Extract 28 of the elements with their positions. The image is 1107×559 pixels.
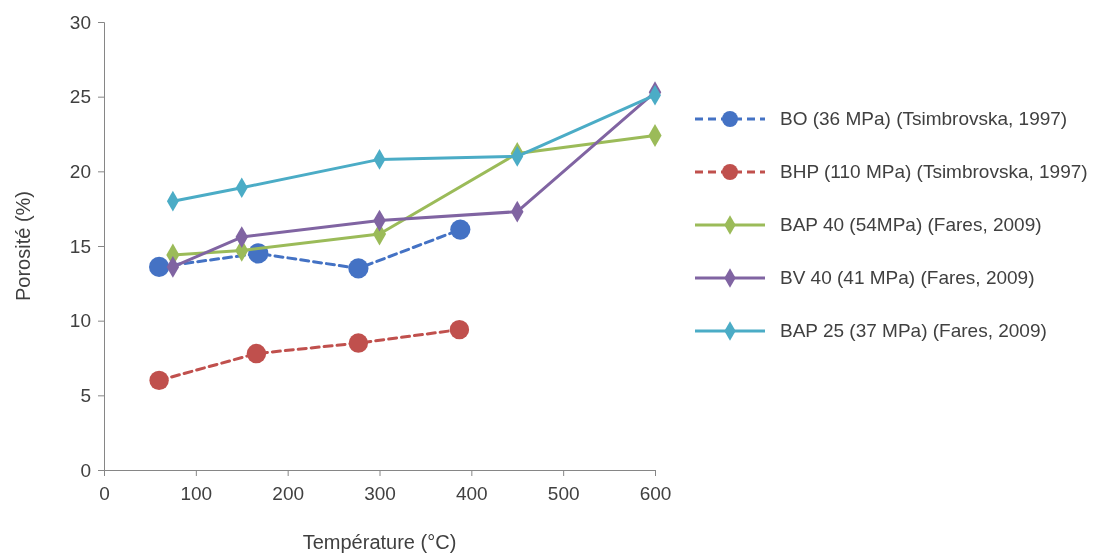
x-tick-label: 300	[364, 482, 396, 504]
x-tick-label: 600	[639, 482, 672, 504]
legend-label: BV 40 (41 MPa) (Fares, 2009)	[780, 267, 1035, 288]
y-tick-label: 15	[69, 235, 91, 257]
legend-label: BAP 40 (54MPa) (Fares, 2009)	[780, 214, 1042, 235]
point	[149, 256, 170, 277]
x-tick-label: 500	[547, 482, 580, 504]
x-tick-label: 200	[272, 482, 305, 504]
legend-label: BO (36 MPa) (Tsimbrovska, 1997)	[780, 108, 1068, 129]
x-tick-label: 100	[180, 482, 213, 504]
y-tick-label: 30	[69, 11, 91, 33]
point	[449, 319, 470, 340]
y-tick-label: 10	[69, 310, 91, 332]
x-tick-label: 400	[455, 482, 488, 504]
y-tick-label: 0	[80, 459, 91, 481]
y-tick-label: 20	[69, 160, 91, 182]
legend-label: BHP (110 MPa) (Tsimbrovska, 1997)	[780, 161, 1088, 182]
y-tick-label: 5	[80, 384, 91, 406]
point	[450, 219, 471, 240]
point	[348, 258, 369, 279]
point	[246, 343, 267, 364]
legend-label: BAP 25 (37 MPa) (Fares, 2009)	[780, 320, 1047, 341]
x-axis-title: Température (°C)	[302, 531, 457, 553]
y-axis-title: Porosité (%)	[12, 190, 34, 302]
x-tick-label: 0	[99, 482, 110, 504]
point	[149, 370, 169, 391]
point	[348, 333, 369, 353]
y-tick-label: 25	[69, 86, 91, 108]
